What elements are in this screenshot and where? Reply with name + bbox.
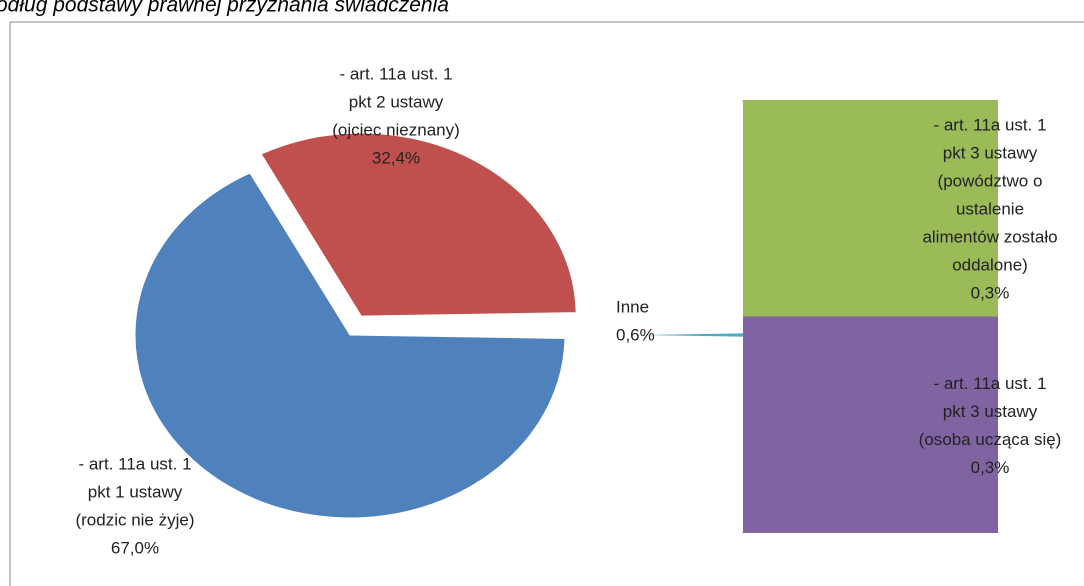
slice-label: Inne: [616, 297, 649, 316]
bar-segment: [743, 100, 998, 317]
pie-slice: [134, 172, 566, 519]
bar-label: pkt 3 ustawy: [943, 144, 1038, 163]
slice-label: pkt 1 ustawy: [88, 482, 183, 501]
bar-label-value: 0,3%: [971, 458, 1010, 477]
bar-label: (powództwo o: [938, 172, 1043, 191]
slice-label: (ojciec nieznany): [332, 120, 460, 139]
slice-label-value: 67,0%: [111, 538, 159, 557]
pie-slice: [260, 132, 577, 317]
chart-title: odług podstawy prawnej przyznania świadc…: [0, 0, 449, 17]
bar-label: ustalenie: [956, 200, 1024, 219]
bar-label: pkt 3 ustawy: [943, 402, 1038, 421]
bar-segment: [743, 316, 998, 533]
slice-label: (rodzic nie żyje): [75, 510, 194, 529]
bar-label: (osoba ucząca się): [919, 430, 1062, 449]
bar-label-value: 0,3%: [971, 284, 1010, 303]
slice-label: - art. 11a ust. 1: [78, 454, 191, 473]
bar-label: alimentów zostało: [922, 228, 1057, 247]
slice-label: pkt 2 ustawy: [349, 92, 444, 111]
bar-label: - art. 11a ust. 1: [933, 116, 1046, 135]
slice-label-value: 0,6%: [616, 325, 655, 344]
slice-label: - art. 11a ust. 1: [339, 64, 452, 83]
bar-label: oddalone): [952, 256, 1028, 275]
bar-label: - art. 11a ust. 1: [933, 374, 1046, 393]
slice-label-value: 32,4%: [372, 148, 420, 167]
